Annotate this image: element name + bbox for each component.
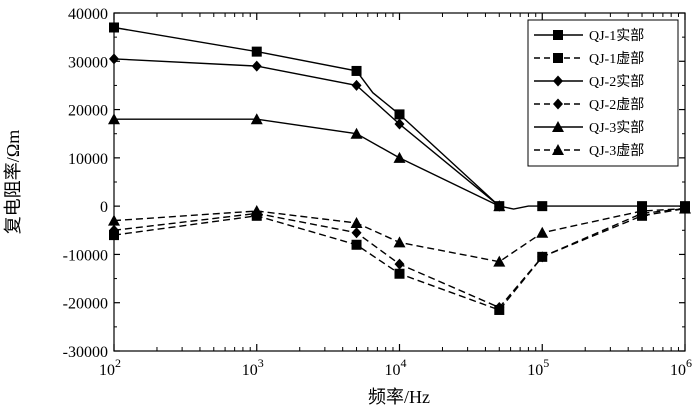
legend-item: QJ-1实部 — [534, 28, 644, 44]
data-point — [393, 151, 406, 163]
legend-label: QJ-1虚部 — [589, 51, 644, 67]
legend-marker — [552, 144, 564, 155]
data-point — [493, 200, 506, 212]
x-tick-label: 102 — [99, 356, 121, 379]
data-point — [350, 127, 363, 139]
data-point — [393, 236, 406, 248]
legend-label: QJ-1实部 — [589, 28, 644, 44]
series-line — [113, 58, 500, 207]
y-axis-title: 复电阻率/Ωm — [3, 130, 23, 234]
series-6 — [108, 202, 691, 267]
y-tick-label: 40000 — [68, 6, 108, 23]
series-layer — [108, 22, 691, 315]
x-tick-label: 105 — [527, 356, 549, 379]
y-tick-label: 10000 — [68, 151, 108, 168]
y-tick-label: -20000 — [63, 296, 108, 313]
data-point — [536, 226, 549, 238]
legend-label: QJ-3实部 — [589, 120, 644, 136]
data-point — [251, 46, 262, 57]
label-layer: 400003000020000100000-10000-20000-300001… — [63, 6, 692, 379]
data-point — [351, 79, 362, 91]
series-line — [113, 207, 686, 263]
legend-marker — [553, 98, 563, 110]
x-tick-label: 103 — [242, 356, 264, 379]
legend-marker — [552, 121, 564, 132]
legend-marker — [553, 30, 563, 40]
data-point — [537, 201, 548, 212]
legend-label: QJ-2虚部 — [589, 97, 644, 113]
data-point — [636, 204, 649, 216]
legend-label: QJ-3虚部 — [589, 143, 644, 159]
series-line — [114, 118, 500, 207]
data-point — [250, 113, 263, 125]
series-3 — [109, 53, 505, 212]
y-tick-label: 20000 — [68, 103, 108, 120]
data-point — [394, 258, 405, 270]
data-point — [493, 255, 506, 267]
legend-marker — [553, 75, 563, 87]
x-tick-label: 104 — [385, 356, 407, 379]
x-tick-label: 106 — [670, 356, 692, 379]
data-point — [350, 217, 363, 229]
y-tick-label: -30000 — [63, 344, 108, 361]
data-point — [494, 302, 505, 314]
legend-item: QJ-2实部 — [534, 74, 644, 90]
tick-layer — [113, 12, 686, 352]
legend-marker — [553, 53, 563, 63]
legend-item: QJ-3虚部 — [534, 143, 644, 159]
series-line — [113, 207, 686, 309]
data-point — [394, 268, 405, 279]
legend-box — [527, 19, 679, 167]
series-line — [113, 207, 686, 311]
data-point — [394, 109, 405, 120]
y-tick-label: 30000 — [68, 54, 108, 71]
data-point — [250, 204, 263, 216]
x-axis-title: 频率/Hz — [368, 387, 430, 407]
data-point — [351, 227, 362, 239]
legend-label: QJ-2实部 — [589, 74, 644, 90]
legend-item: QJ-1虚部 — [534, 51, 644, 67]
legend: QJ-1实部 QJ-1虚部 QJ-2实部 QJ-2虚部 QJ-3实部 QJ-3虚部 — [527, 19, 679, 167]
legend-item: QJ-2虚部 — [534, 97, 644, 113]
data-point — [351, 65, 362, 76]
data-point — [537, 251, 548, 263]
data-point — [394, 118, 405, 130]
data-point — [351, 239, 362, 250]
y-tick-label: -10000 — [63, 247, 108, 264]
y-tick-label: 0 — [100, 199, 108, 216]
data-point — [251, 60, 262, 72]
legend-item: QJ-3实部 — [534, 120, 644, 136]
